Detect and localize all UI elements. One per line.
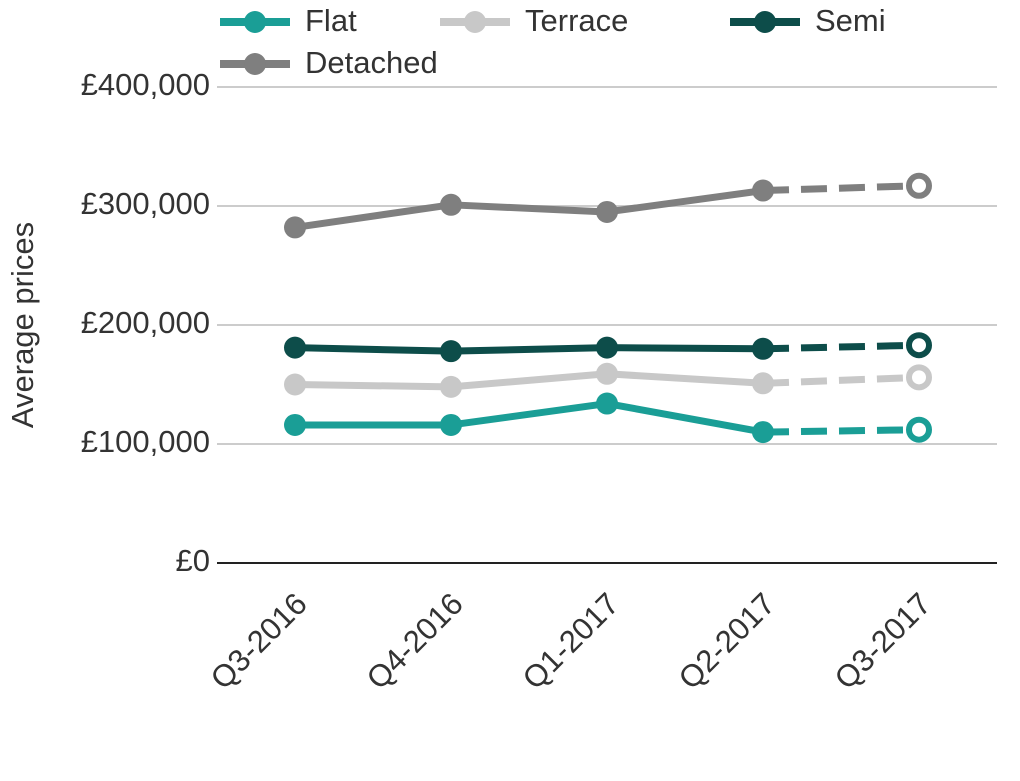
- legend-marker: [464, 11, 486, 33]
- legend-label: Flat: [305, 3, 357, 38]
- x-tick-label: Q4-2016: [360, 586, 470, 696]
- legend-marker: [754, 11, 776, 33]
- data-point: [596, 200, 618, 223]
- y-tick-label: £0: [176, 543, 210, 578]
- series-line: [294, 187, 764, 231]
- y-tick-label: £100,000: [81, 424, 210, 459]
- data-point: [596, 362, 618, 385]
- x-tick-label: Q2-2017: [672, 586, 782, 696]
- legend-label: Semi: [815, 3, 886, 38]
- x-tick-label: Q1-2017: [516, 586, 626, 696]
- series-line: [294, 344, 764, 355]
- data-point: [596, 392, 618, 415]
- data-point: [440, 193, 462, 216]
- series-line: [295, 400, 764, 436]
- legend-label: Detached: [305, 45, 438, 80]
- data-point: [284, 216, 306, 239]
- legend-marker: [244, 53, 266, 75]
- data-point: [752, 179, 774, 202]
- y-tick-label: £300,000: [81, 186, 210, 221]
- y-tick-label: £400,000: [81, 67, 210, 102]
- y-axis-label: Average prices: [5, 222, 40, 428]
- data-point: [440, 413, 462, 436]
- series-line: [294, 370, 764, 391]
- data-point: [440, 375, 462, 398]
- data-point: [752, 372, 774, 395]
- legend-marker: [244, 11, 266, 33]
- data-point: [906, 172, 932, 199]
- data-point: [284, 373, 306, 396]
- projected-line: [762, 373, 920, 387]
- projected-line: [762, 426, 920, 436]
- data-point: [596, 336, 618, 359]
- legend-label: Terrace: [525, 3, 628, 38]
- data-point: [284, 336, 306, 359]
- data-point: [440, 340, 462, 363]
- projected-line: [762, 341, 920, 353]
- data-point: [906, 332, 932, 359]
- y-tick-label: £200,000: [81, 305, 210, 340]
- x-tick-label: Q3-2016: [204, 586, 314, 696]
- data-point: [284, 413, 306, 436]
- projected-line: [762, 182, 920, 195]
- x-tick-label: Q3-2017: [828, 586, 938, 696]
- data-point: [906, 364, 932, 391]
- data-point: [752, 337, 774, 360]
- data-point: [752, 421, 774, 444]
- data-point: [906, 416, 932, 443]
